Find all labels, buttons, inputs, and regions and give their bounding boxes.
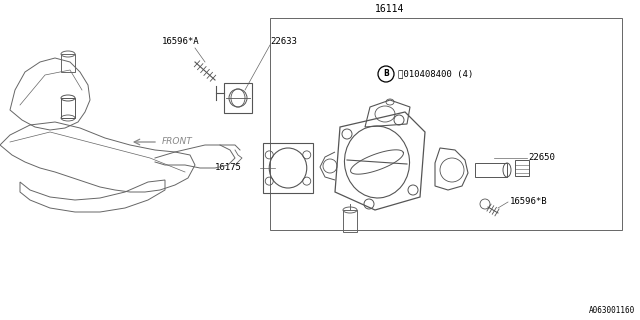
Bar [343, 210, 357, 232]
Text: FRONT: FRONT [162, 137, 193, 146]
Bar [61, 54, 75, 72]
Text: 16596*B: 16596*B [510, 197, 548, 206]
Text: 22650: 22650 [528, 154, 555, 163]
Bar [475, 163, 507, 177]
Text: 16114: 16114 [375, 4, 404, 14]
Text: A063001160: A063001160 [589, 306, 635, 315]
Bar [61, 98, 75, 118]
Text: 16175: 16175 [215, 164, 242, 172]
Bar [515, 160, 529, 176]
Text: 16596*A: 16596*A [162, 37, 200, 46]
Text: Ⓑ010408400 (4): Ⓑ010408400 (4) [398, 69, 473, 78]
Text: 22633: 22633 [270, 37, 297, 46]
Text: B: B [383, 69, 389, 78]
